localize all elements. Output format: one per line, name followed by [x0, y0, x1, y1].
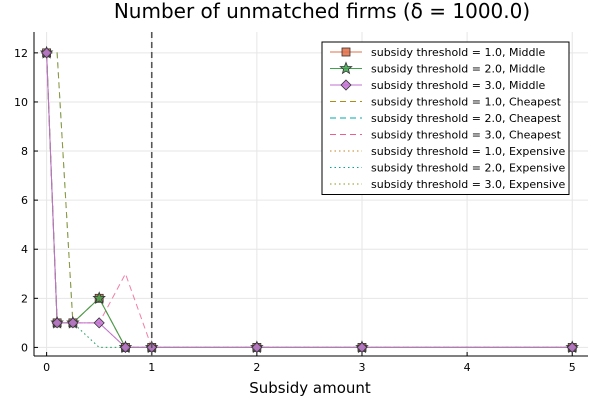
data-point	[356, 341, 368, 353]
y-tick-label: 2	[21, 292, 28, 305]
legend-label: subsidy threshold = 2.0, Cheapest	[371, 112, 562, 125]
x-tick-label: 1	[148, 361, 155, 374]
legend-label: subsidy threshold = 1.0, Expensive	[371, 145, 565, 158]
legend-label: subsidy threshold = 2.0, Expensive	[371, 162, 565, 175]
data-point	[67, 317, 79, 329]
legend-label: subsidy threshold = 3.0, Cheapest	[371, 129, 562, 142]
legend-item: subsidy threshold = 2.0, Expensive	[330, 162, 565, 175]
legend-label: subsidy threshold = 2.0, Middle	[371, 63, 546, 76]
x-tick-label: 0	[43, 361, 50, 374]
legend-item: subsidy threshold = 3.0, Cheapest	[330, 129, 562, 142]
legend-swatch-marker	[341, 47, 351, 57]
legend-item: subsidy threshold = 1.0, Cheapest	[330, 96, 562, 109]
legend-item: subsidy threshold = 2.0, Cheapest	[330, 112, 562, 125]
x-tick-label: 3	[358, 361, 365, 374]
legend-item: subsidy threshold = 2.0, Middle	[330, 61, 546, 76]
y-tick-label: 12	[14, 47, 28, 60]
legend-swatch-marker	[339, 61, 353, 75]
legend-label: subsidy threshold = 3.0, Expensive	[371, 178, 565, 191]
y-tick-label: 4	[21, 243, 28, 256]
legend-item: subsidy threshold = 3.0, Middle	[330, 79, 546, 92]
y-tick-label: 6	[21, 194, 28, 207]
legend-label: subsidy threshold = 1.0, Middle	[371, 46, 546, 59]
legend-swatch-marker	[340, 79, 352, 91]
legend-item: subsidy threshold = 1.0, Middle	[330, 46, 546, 59]
x-tick-label: 5	[569, 361, 576, 374]
y-tick-label: 0	[21, 341, 28, 354]
chart-title: Number of unmatched firms (δ = 1000.0)	[114, 0, 530, 23]
legend: subsidy threshold = 1.0, Middle subsidy t…	[321, 41, 570, 195]
x-tick-label: 2	[253, 361, 260, 374]
data-point	[251, 341, 263, 353]
data-point	[93, 317, 105, 329]
legend-box	[321, 41, 570, 195]
data-point	[41, 47, 53, 59]
legend-item: subsidy threshold = 3.0, Expensive	[330, 178, 565, 191]
data-point	[92, 291, 106, 305]
x-axis-title: Subsidy amount	[249, 379, 371, 397]
data-point	[566, 341, 578, 353]
y-tick-label: 10	[14, 96, 28, 109]
x-tick-label: 4	[464, 361, 471, 374]
series-3-markers	[41, 47, 578, 353]
y-tick-label: 8	[21, 145, 28, 158]
legend-label: subsidy threshold = 3.0, Middle	[371, 79, 546, 92]
data-point	[51, 317, 63, 329]
data-point	[119, 341, 132, 353]
legend-label: subsidy threshold = 1.0, Cheapest	[371, 96, 562, 109]
legend-item: subsidy threshold = 1.0, Expensive	[330, 145, 565, 158]
